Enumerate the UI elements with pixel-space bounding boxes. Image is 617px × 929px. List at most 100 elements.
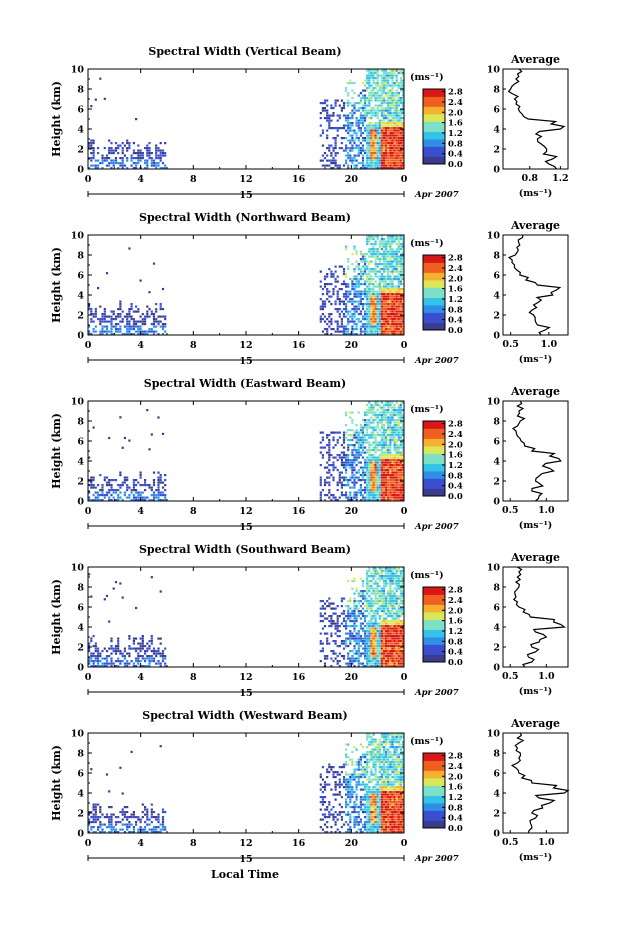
- heatmap-cell: [321, 436, 324, 439]
- heatmap-cell: [374, 620, 377, 623]
- heatmap-cell: [366, 570, 369, 573]
- heatmap-cell: [382, 164, 386, 167]
- heatmap-cell: [401, 660, 405, 663]
- heatmap-cell: [330, 119, 333, 122]
- heatmap-cell: [382, 607, 386, 610]
- heatmap-cell: [385, 567, 388, 570]
- heatmap-cell: [92, 484, 95, 487]
- heatmap-cell: [164, 323, 167, 326]
- heatmap-cell: [108, 481, 111, 484]
- heatmap-cell: [374, 152, 377, 155]
- heatmap-cell: [146, 152, 149, 155]
- heatmap-cell: [382, 87, 386, 90]
- colorbar-segment: [423, 144, 445, 147]
- heatmap-cell: [374, 645, 377, 648]
- heatmap-cell: [380, 441, 383, 444]
- heatmap-cell: [355, 657, 358, 660]
- heatmap-cell: [366, 411, 369, 414]
- heatmap-cell: [393, 640, 396, 643]
- heatmap-cell: [155, 325, 158, 328]
- heatmap-cell: [395, 617, 398, 620]
- heatmap-cell: [393, 642, 396, 645]
- heatmap-cell: [380, 640, 383, 643]
- day-label: 15: [239, 190, 252, 201]
- heatmap-cell: [380, 285, 383, 288]
- heatmap-cell: [393, 290, 396, 293]
- heatmap-cell: [382, 499, 386, 502]
- heatmap-cell: [380, 132, 383, 135]
- heatmap-cell: [397, 476, 400, 479]
- heatmap-cell: [340, 655, 343, 658]
- heatmap-cell: [391, 635, 394, 638]
- heatmap-cell: [395, 157, 398, 160]
- heatmap-cell: [376, 77, 379, 80]
- heatmap-cell: [385, 167, 388, 170]
- heatmap-cell: [395, 635, 398, 638]
- heatmap-cell: [342, 270, 346, 273]
- heatmap-cell: [385, 489, 388, 492]
- heatmap-cell: [397, 157, 400, 160]
- heatmap-cell: [334, 152, 337, 155]
- heatmap-cell: [389, 416, 392, 419]
- heatmap-cell: [391, 479, 394, 482]
- heatmap-cell: [349, 494, 352, 497]
- heatmap-cell: [395, 590, 398, 593]
- heatmap-cell: [389, 580, 392, 583]
- heatmap-cell: [361, 82, 365, 85]
- heatmap-cell: [399, 572, 402, 575]
- heatmap-cell: [101, 318, 104, 321]
- heatmap-cell: [372, 449, 375, 452]
- heatmap-cell: [355, 424, 358, 427]
- heatmap-cell: [150, 310, 153, 313]
- heatmap-cell: [387, 77, 390, 80]
- heatmap-cell: [368, 139, 371, 142]
- profile-x-tick-label: 0.8: [521, 173, 538, 184]
- heatmap-cell: [397, 305, 400, 308]
- heatmap-cell: [326, 137, 329, 140]
- heatmap-cell: [401, 275, 405, 278]
- heatmap-cell: [401, 325, 405, 328]
- heatmap-cell: [117, 650, 120, 653]
- heatmap-cell: [161, 149, 165, 152]
- colorbar-segment: [423, 438, 445, 442]
- heatmap-cell: [105, 491, 109, 494]
- heatmap-cell: [117, 660, 120, 663]
- heatmap-cell: [374, 129, 377, 132]
- colorbar-tick-label: 0.4: [448, 150, 463, 160]
- heatmap-cell: [393, 157, 396, 160]
- heatmap-cell: [340, 137, 343, 140]
- heatmap-cell: [380, 142, 383, 145]
- heatmap-cell: [385, 278, 388, 281]
- heatmap-cell: [321, 607, 324, 610]
- profile-y-tick-label: 0: [493, 497, 500, 508]
- heatmap-cell: [399, 164, 402, 167]
- heatmap-cell: [332, 275, 335, 278]
- heatmap-cell: [146, 310, 149, 313]
- heatmap-cell: [164, 315, 167, 318]
- heatmap-cell: [159, 308, 162, 311]
- heatmap-cell: [387, 72, 390, 75]
- heatmap-cell: [361, 426, 365, 429]
- heatmap-cell: [161, 325, 165, 328]
- heatmap-cell: [393, 421, 396, 424]
- heatmap-cell: [397, 283, 400, 286]
- heatmap-cell: [395, 99, 398, 102]
- heatmap-cell: [370, 114, 373, 117]
- heatmap-cell: [376, 147, 379, 150]
- heatmap-cell: [146, 149, 149, 152]
- heatmap-cell: [353, 305, 356, 308]
- heatmap-cell: [397, 587, 400, 590]
- heatmap-cell: [391, 305, 394, 308]
- heatmap-cell: [155, 152, 158, 155]
- heatmap-cell: [342, 620, 346, 623]
- x-tick-label: 16: [292, 174, 306, 185]
- heatmap-cell: [114, 652, 118, 655]
- heatmap-cell: [391, 280, 394, 283]
- heatmap-cell: [397, 640, 400, 643]
- heatmap-cell: [370, 572, 373, 575]
- heatmap-cell: [347, 320, 350, 323]
- heatmap-cell: [378, 481, 381, 484]
- heatmap-cell: [366, 451, 369, 454]
- heatmap-cell: [382, 97, 386, 100]
- heatmap-cell: [387, 652, 390, 655]
